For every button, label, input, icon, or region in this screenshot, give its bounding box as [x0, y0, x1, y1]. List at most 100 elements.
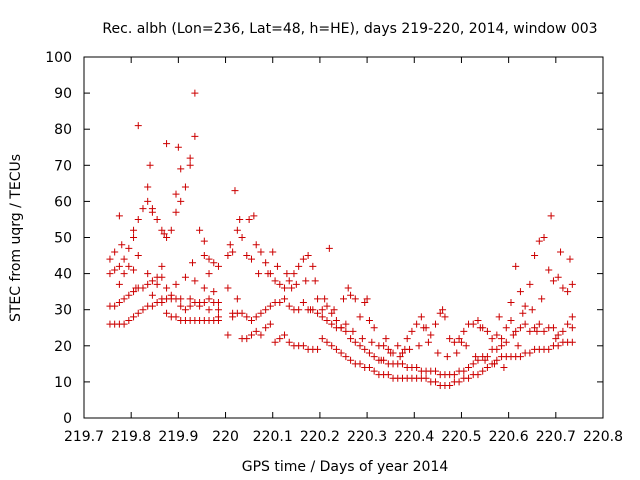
- data-point: [106, 255, 114, 263]
- data-point: [493, 345, 501, 353]
- data-points-group: [106, 89, 576, 390]
- data-point: [370, 353, 378, 361]
- x-tick-label: 220.1: [253, 429, 293, 445]
- data-point: [252, 327, 260, 335]
- data-point: [186, 295, 194, 303]
- data-point: [526, 280, 534, 288]
- data-point: [200, 284, 208, 292]
- y-tick-label: 50: [54, 231, 72, 247]
- data-point: [358, 335, 366, 343]
- data-point: [299, 255, 307, 263]
- data-point: [285, 302, 293, 310]
- plot-frame: [83, 56, 604, 419]
- data-point: [507, 317, 515, 325]
- data-point: [295, 306, 303, 314]
- data-point: [434, 349, 442, 357]
- y-tick-label: 10: [54, 375, 72, 391]
- data-point: [189, 259, 197, 267]
- data-point: [502, 338, 510, 346]
- data-point: [455, 335, 463, 343]
- data-point: [111, 302, 119, 310]
- data-point: [304, 252, 312, 260]
- data-point: [483, 327, 491, 335]
- data-point: [363, 295, 371, 303]
- data-point: [356, 342, 364, 350]
- y-tick-label: 70: [54, 158, 72, 174]
- data-point: [120, 270, 128, 278]
- data-point: [318, 313, 326, 321]
- data-point: [462, 342, 470, 350]
- data-point: [365, 349, 373, 357]
- data-point: [519, 309, 527, 317]
- data-point: [266, 320, 274, 328]
- data-point: [160, 230, 168, 238]
- data-point: [120, 320, 128, 328]
- data-point: [394, 342, 402, 350]
- x-tick-label: 220.3: [347, 429, 387, 445]
- data-point: [481, 356, 489, 364]
- data-point: [134, 252, 142, 260]
- data-point: [130, 234, 138, 241]
- data-point: [347, 356, 355, 364]
- data-point: [158, 262, 166, 270]
- data-point: [554, 342, 562, 350]
- data-point: [465, 363, 473, 371]
- data-point: [516, 324, 524, 332]
- data-point: [177, 302, 185, 310]
- data-point: [243, 313, 251, 321]
- data-point: [285, 277, 293, 285]
- data-point: [422, 374, 430, 382]
- data-point: [509, 331, 517, 339]
- x-axis-label: GPS time / Days of year 2014: [242, 459, 449, 475]
- data-point: [205, 306, 213, 314]
- x-tick-label: 220.7: [536, 429, 576, 445]
- data-point: [281, 284, 289, 292]
- data-point: [474, 356, 482, 364]
- data-point: [549, 324, 557, 332]
- data-point: [292, 280, 300, 288]
- data-point: [200, 298, 208, 306]
- data-point: [125, 317, 133, 325]
- data-point: [120, 295, 128, 303]
- data-point: [568, 324, 576, 332]
- chart-title: Rec. albh (Lon=236, Lat=48, h=HE), days …: [102, 21, 597, 37]
- x-tick-label: 220.4: [394, 429, 434, 445]
- data-point: [299, 342, 307, 350]
- data-point: [332, 317, 340, 325]
- x-tick-label: 220.8: [583, 429, 623, 445]
- data-point: [356, 313, 364, 321]
- data-point: [285, 338, 293, 346]
- data-point: [148, 205, 156, 213]
- data-point: [181, 183, 189, 191]
- data-point: [115, 212, 123, 220]
- data-point: [540, 327, 548, 335]
- data-point: [233, 295, 241, 303]
- data-point: [245, 215, 253, 223]
- data-point: [493, 331, 501, 339]
- data-point: [516, 288, 524, 296]
- data-point: [432, 320, 440, 328]
- x-tick-label: 220.5: [441, 429, 481, 445]
- data-point: [318, 306, 326, 314]
- data-point: [535, 237, 543, 245]
- data-point: [226, 241, 234, 249]
- data-point: [210, 259, 218, 267]
- data-point: [276, 280, 284, 288]
- data-point: [450, 338, 458, 346]
- data-point: [365, 363, 373, 371]
- data-point: [224, 252, 232, 260]
- data-point: [314, 295, 322, 303]
- data-point: [460, 367, 468, 375]
- data-point: [146, 161, 154, 169]
- data-point: [450, 371, 458, 379]
- data-point: [342, 327, 350, 335]
- data-point: [196, 302, 204, 310]
- data-point: [252, 313, 260, 321]
- data-point: [323, 338, 331, 346]
- data-point: [158, 295, 166, 303]
- data-point: [382, 335, 390, 343]
- data-point: [186, 154, 194, 162]
- data-point: [214, 262, 222, 270]
- data-point: [502, 324, 510, 332]
- data-point: [488, 335, 496, 343]
